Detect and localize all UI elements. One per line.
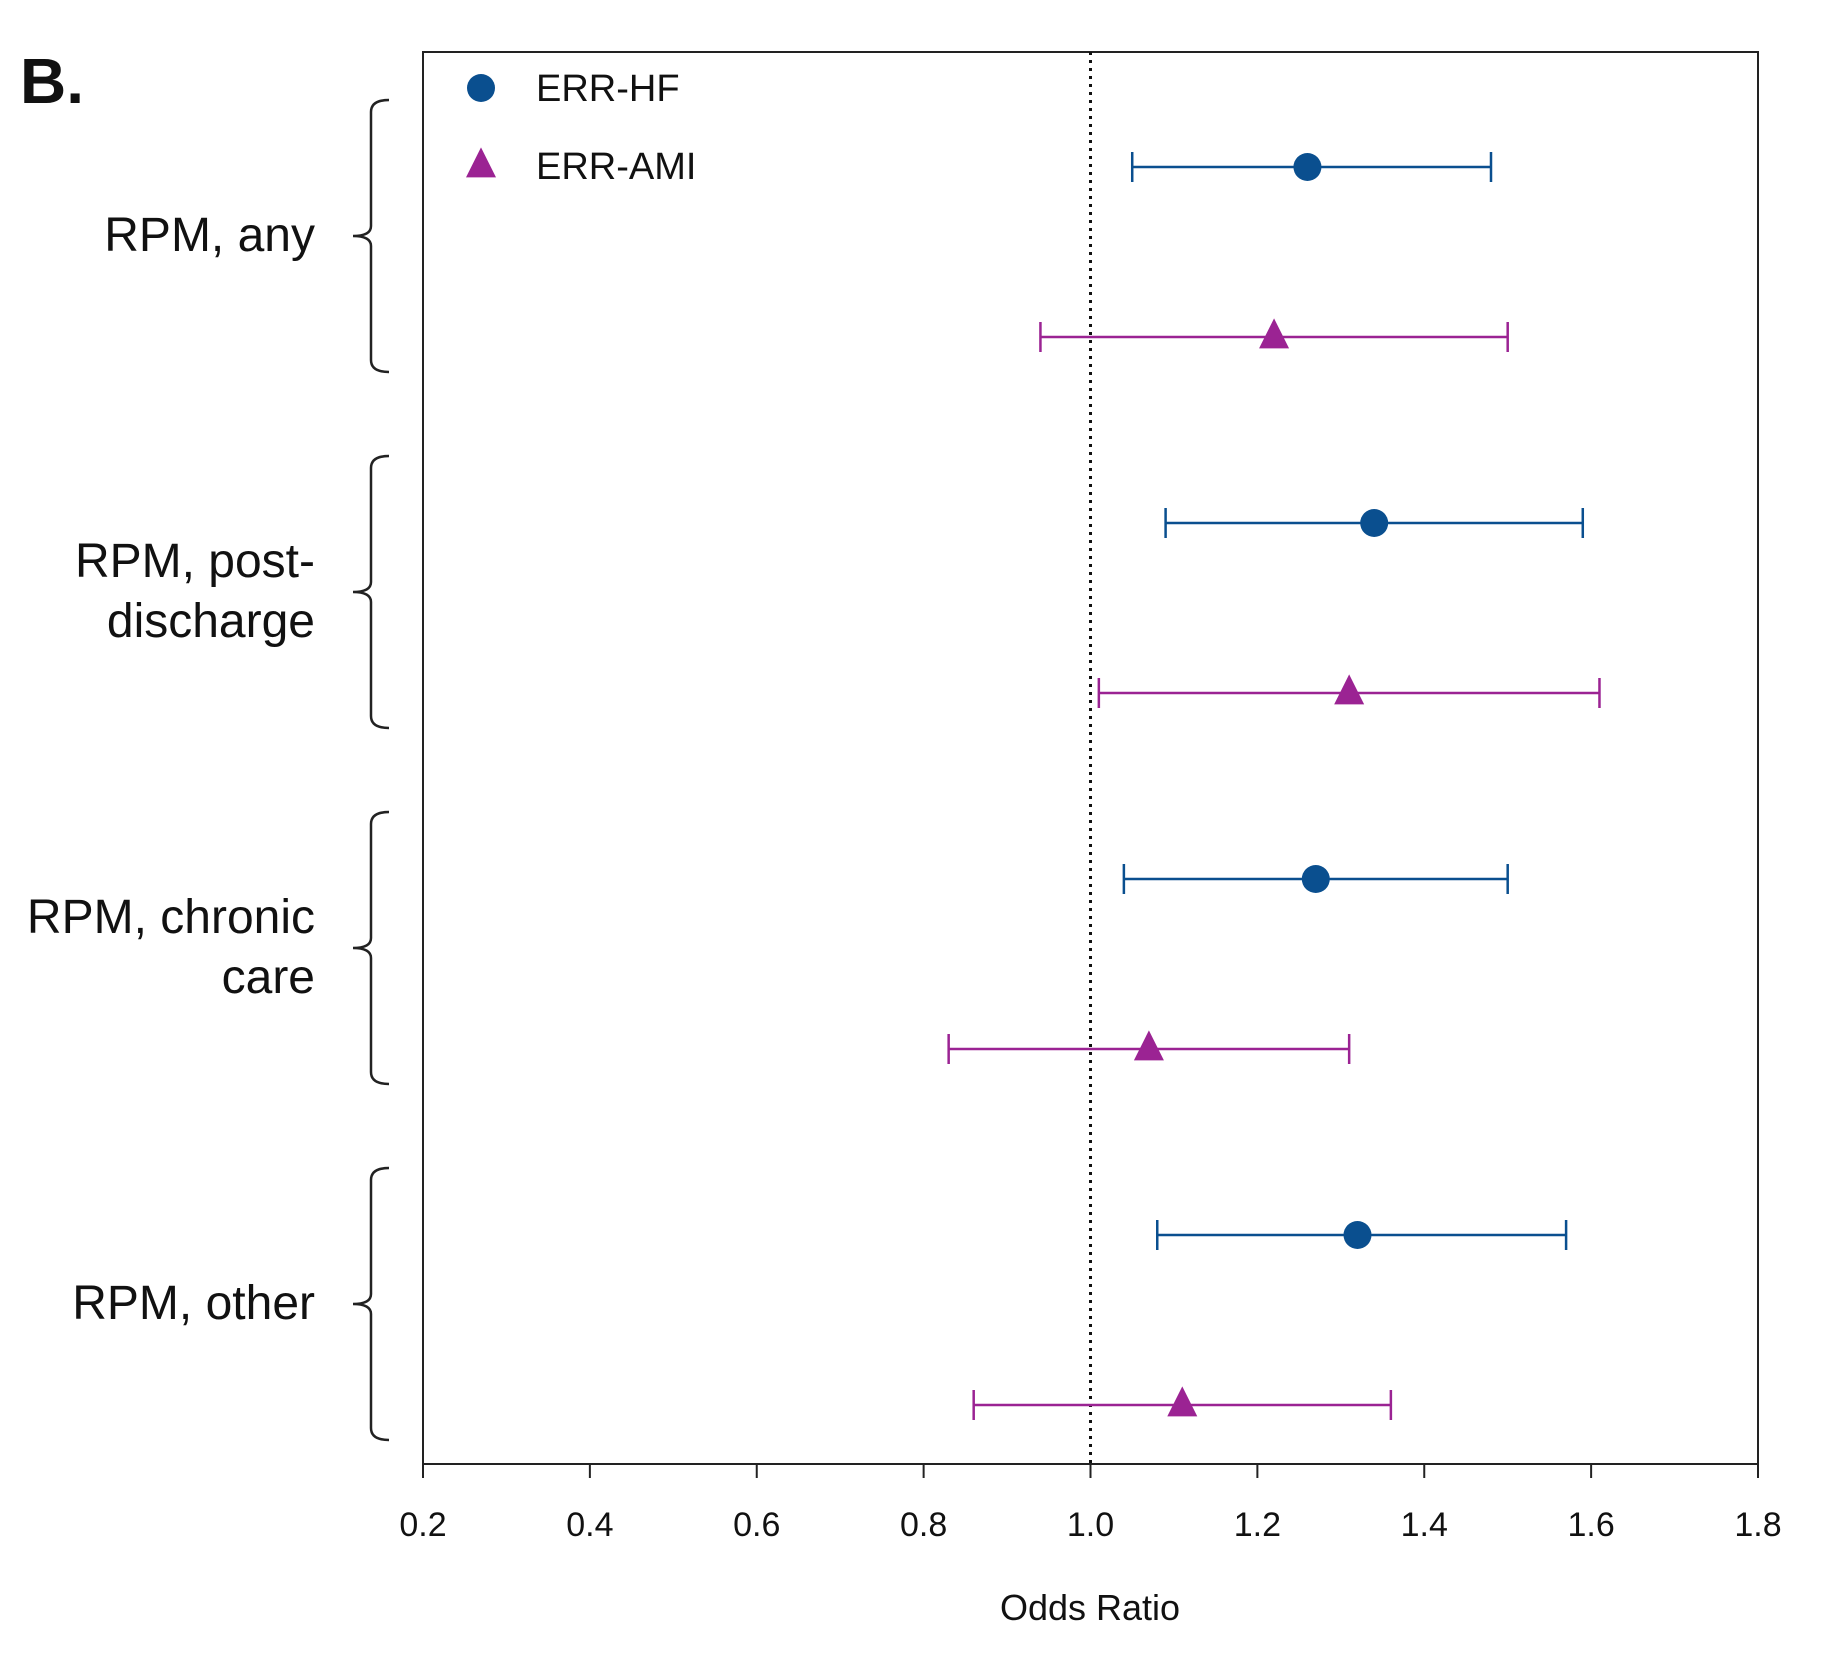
group-label: care (222, 951, 315, 1004)
point-estimate-triangle (1133, 1030, 1164, 1061)
group-label: RPM, any (104, 209, 315, 262)
panel-label: B. (20, 45, 84, 117)
x-tick-label: 1.2 (1234, 1506, 1281, 1544)
x-tick-label: 0.8 (900, 1506, 947, 1544)
x-tick-label: 0.6 (733, 1506, 780, 1544)
group-label: RPM, other (72, 1277, 315, 1330)
group-bracket (352, 1166, 390, 1442)
group-bracket (352, 454, 390, 730)
x-axis-label: Odds Ratio (1000, 1587, 1180, 1628)
point-estimate-triangle (1167, 1386, 1198, 1417)
point-estimate-circle (1360, 509, 1389, 537)
x-tick-label: 0.4 (566, 1506, 613, 1544)
point-estimate-triangle (1259, 318, 1290, 349)
group-label: RPM, chronic (27, 891, 315, 944)
x-tick-label: 1.6 (1567, 1506, 1614, 1544)
group-bracket (352, 810, 390, 1086)
point-estimate-circle (1343, 1221, 1372, 1249)
point-estimate-triangle (1334, 674, 1365, 705)
group-label: discharge (107, 595, 315, 648)
legend-marker-triangle (466, 147, 496, 178)
legend-marker-circle (467, 74, 495, 102)
x-tick-label: 0.2 (399, 1506, 446, 1544)
point-estimate-circle (1293, 153, 1322, 181)
group-bracket (352, 98, 390, 374)
group-label: RPM, post- (75, 535, 315, 588)
x-tick-label: 1.0 (1067, 1506, 1114, 1544)
x-tick-label: 1.8 (1734, 1506, 1781, 1544)
point-estimate-circle (1301, 865, 1330, 893)
x-tick-label: 1.4 (1401, 1506, 1448, 1544)
legend-label: ERR-AMI (536, 146, 696, 188)
legend-label: ERR-HF (536, 68, 680, 110)
